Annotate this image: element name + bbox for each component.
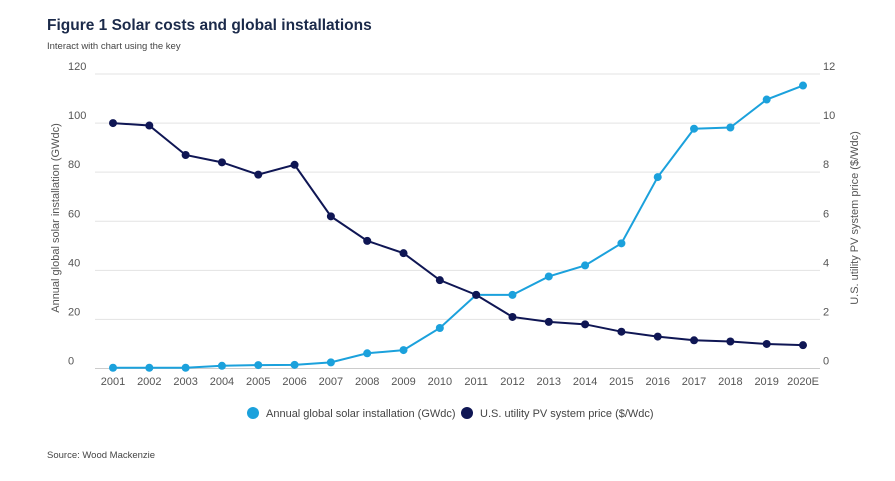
legend-item-installation[interactable]: Annual global solar installation (GWdc) xyxy=(247,407,456,420)
data-point[interactable] xyxy=(472,290,481,299)
data-point[interactable] xyxy=(109,119,117,128)
y-tick-left: 20 xyxy=(68,306,80,318)
y-tick-left: 0 xyxy=(68,356,74,368)
y-tick-right: 6 xyxy=(823,208,829,220)
data-point[interactable] xyxy=(326,212,335,221)
x-tick-label: 2017 xyxy=(682,376,706,388)
data-point[interactable] xyxy=(290,160,299,169)
y-tick-right: 0 xyxy=(823,356,829,368)
data-point[interactable] xyxy=(508,312,517,321)
legend-label-installation: Annual global solar installation (GWdc) xyxy=(266,408,456,420)
data-point[interactable] xyxy=(762,95,771,104)
y-tick-left: 40 xyxy=(68,257,80,269)
chart-subtitle: Interact with chart using the key xyxy=(47,41,181,52)
data-point[interactable] xyxy=(726,123,735,132)
data-point[interactable] xyxy=(508,290,517,299)
data-point[interactable] xyxy=(435,276,444,285)
x-tick-label: 2019 xyxy=(754,376,778,388)
data-point[interactable] xyxy=(254,170,263,179)
data-point[interactable] xyxy=(217,361,226,370)
data-point[interactable] xyxy=(690,124,699,133)
x-tick-label: 2006 xyxy=(282,376,306,388)
x-tick-label: 2009 xyxy=(391,376,415,388)
x-tick-label: 2008 xyxy=(355,376,379,388)
data-point[interactable] xyxy=(435,324,444,333)
x-tick-label: 2005 xyxy=(246,376,270,388)
x-tick-label: 2014 xyxy=(573,376,597,388)
x-tick-label: 2002 xyxy=(137,376,161,388)
data-point[interactable] xyxy=(653,173,662,182)
data-point[interactable] xyxy=(399,346,408,355)
data-point[interactable] xyxy=(363,349,372,358)
data-point[interactable] xyxy=(326,358,335,367)
x-tick-label: 2016 xyxy=(645,376,669,388)
y-tick-right: 8 xyxy=(823,159,829,171)
data-point[interactable] xyxy=(145,121,154,130)
y-tick-right: 12 xyxy=(823,61,835,73)
data-point[interactable] xyxy=(254,361,263,370)
x-tick-label: 2020E xyxy=(787,376,819,388)
data-point[interactable] xyxy=(799,81,807,90)
source-note: Source: Wood Mackenzie xyxy=(47,450,156,461)
x-tick-label: 2012 xyxy=(500,376,524,388)
x-tick-label: 2001 xyxy=(101,376,125,388)
y-tick-left: 80 xyxy=(68,159,80,171)
data-point[interactable] xyxy=(581,320,590,329)
data-point[interactable] xyxy=(690,336,699,345)
x-tick-label: 2003 xyxy=(173,376,197,388)
data-point[interactable] xyxy=(145,363,154,372)
x-tick-label: 2010 xyxy=(428,376,452,388)
data-point[interactable] xyxy=(581,261,590,270)
series-line-0 xyxy=(113,84,804,369)
y-tick-left: 100 xyxy=(68,110,86,122)
y-axis-right-label: U.S. utility PV system price ($/Wdc) xyxy=(849,131,861,305)
data-point[interactable] xyxy=(617,327,626,336)
data-point[interactable] xyxy=(726,337,735,346)
y-tick-right: 4 xyxy=(823,257,829,269)
series-line-1 xyxy=(112,122,804,347)
x-tick-label: 2015 xyxy=(609,376,633,388)
y-tick-left: 60 xyxy=(68,208,80,220)
x-tick-label: 2011 xyxy=(464,376,488,388)
x-tick-label: 2004 xyxy=(210,376,234,388)
data-point[interactable] xyxy=(363,236,372,245)
data-point[interactable] xyxy=(399,249,408,258)
data-point[interactable] xyxy=(544,272,553,281)
data-point[interactable] xyxy=(799,341,807,350)
data-point[interactable] xyxy=(653,332,662,341)
x-tick-label: 2013 xyxy=(537,376,561,388)
y-tick-right: 10 xyxy=(823,110,835,122)
data-point[interactable] xyxy=(544,317,553,326)
data-point[interactable] xyxy=(109,363,117,372)
legend-item-price[interactable]: U.S. utility PV system price ($/Wdc) xyxy=(461,407,654,420)
legend-marker-price xyxy=(461,407,473,419)
data-point[interactable] xyxy=(762,339,771,348)
legend-label-price: U.S. utility PV system price ($/Wdc) xyxy=(480,408,654,420)
x-tick-label: 2018 xyxy=(718,376,742,388)
data-point[interactable] xyxy=(217,158,226,167)
data-point[interactable] xyxy=(181,363,190,372)
legend: Annual global solar installation (GWdc) … xyxy=(247,407,654,420)
data-point[interactable] xyxy=(290,360,299,369)
y-tick-left: 120 xyxy=(68,61,86,73)
data-point[interactable] xyxy=(617,239,626,248)
data-point[interactable] xyxy=(181,150,190,159)
legend-marker-installation xyxy=(247,407,259,419)
y-tick-right: 2 xyxy=(823,306,829,318)
page-title: Figure 1 Solar costs and global installa… xyxy=(47,17,372,34)
x-tick-label: 2007 xyxy=(319,376,343,388)
y-axis-left-label: Annual global solar installation (GWdc) xyxy=(50,123,62,313)
